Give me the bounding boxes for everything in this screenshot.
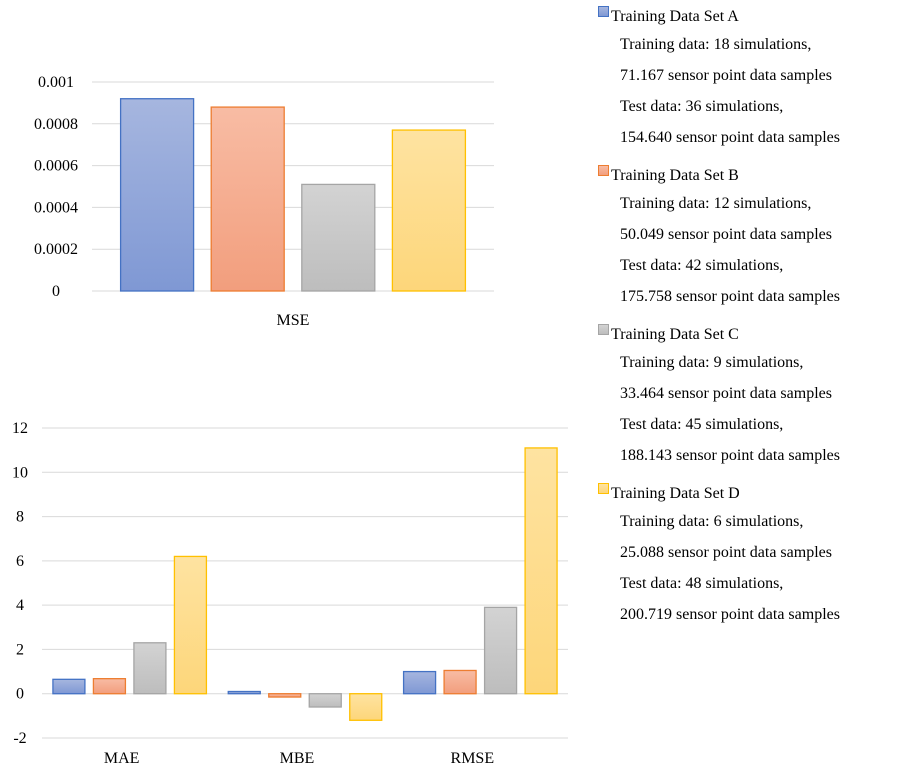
legend-detail-line: Test data: 36 simulations,: [620, 98, 784, 115]
y-tick-label: 0: [52, 283, 60, 300]
y-tick-label: 8: [16, 509, 24, 526]
legend-detail-line: 25.088 sensor point data samples: [620, 544, 832, 561]
legend-detail-line: Test data: 48 simulations,: [620, 575, 784, 592]
legend-detail-line: 188.143 sensor point data samples: [620, 447, 840, 464]
bar-mse-set-b: [210, 106, 285, 292]
bar-mae-set-d: [173, 555, 208, 695]
legend-entry-b: Training Data Set B Training data: 12 sim…: [598, 163, 898, 312]
bar-mae-set-c: [133, 642, 167, 695]
legend-title-text: Training Data Set D: [611, 485, 740, 502]
y-tick-label: 0.0008: [34, 116, 78, 133]
legend-detail-line: Test data: 42 simulations,: [620, 257, 784, 274]
x-category-label: MBE: [280, 750, 315, 767]
y-tick-label: -2: [13, 730, 26, 747]
legend-swatch: [598, 165, 609, 176]
legend-entry-title: Training Data Set B: [598, 163, 898, 188]
y-tick-label: 0: [16, 686, 24, 703]
legend-entry-a: Training Data Set A Training data: 18 sim…: [598, 4, 898, 153]
legend-entry-title: Training Data Set A: [598, 4, 898, 29]
bar-mbe-set-c: [308, 693, 342, 708]
bar-mae-set-a: [52, 678, 86, 695]
y-tick-label: 0.0002: [34, 241, 78, 258]
legend-title-text: Training Data Set A: [611, 8, 739, 25]
y-tick-label: 0.0006: [34, 158, 78, 175]
legend-entry-d: Training Data Set D Training data: 6 simu…: [598, 481, 898, 630]
bar-mse-set-a: [119, 98, 195, 292]
bar-mae-set-b: [92, 678, 127, 695]
legend-title-text: Training Data Set C: [611, 326, 739, 343]
bar-rmse-set-c: [483, 606, 518, 695]
legend-detail-line: 71.167 sensor point data samples: [620, 67, 832, 84]
legend-detail-line: 50.049 sensor point data samples: [620, 226, 832, 243]
legend-title-text: Training Data Set B: [611, 167, 739, 184]
legend-detail-line: Training data: 6 simulations,: [620, 513, 804, 530]
legend-detail-line: 175.758 sensor point data samples: [620, 288, 840, 305]
bar-rmse-set-d: [524, 447, 558, 695]
legend-detail-line: 33.464 sensor point data samples: [620, 385, 832, 402]
y-tick-label: 2: [16, 641, 24, 658]
legend: Training Data Set A Training data: 18 sim…: [598, 4, 898, 640]
y-tick-label: 10: [12, 464, 28, 481]
legend-swatch: [598, 324, 609, 335]
legend-entry-c: Training Data Set C Training data: 9 simu…: [598, 322, 898, 471]
legend-swatch: [598, 6, 609, 17]
error-metrics-chart: -2 0 2 4 6 8 10 12 MAE MBE RMSE: [12, 420, 568, 767]
legend-detail-line: Training data: 12 simulations,: [620, 195, 812, 212]
y-tick-label: 4: [16, 597, 24, 614]
x-category-label: MSE: [277, 312, 310, 329]
legend-detail-line: Training data: 9 simulations,: [620, 354, 804, 371]
bar-mbe-set-d: [349, 693, 383, 721]
bar-mbe-set-b: [268, 693, 302, 698]
legend-entry-title: Training Data Set C: [598, 322, 898, 347]
bar-mse-set-c: [301, 183, 376, 292]
x-category-label: RMSE: [451, 750, 495, 767]
bar-mse-set-d: [391, 129, 467, 292]
bar-mbe-set-a: [227, 690, 261, 695]
mse-chart: 0 0.0002 0.0004 0.0006 0.0008 0.001 MSE: [34, 74, 494, 329]
y-tick-label: 6: [16, 553, 24, 570]
y-tick-label: 0.0004: [34, 199, 78, 216]
legend-detail-line: 200.719 sensor point data samples: [620, 606, 840, 623]
bar-rmse-set-a: [402, 670, 437, 695]
y-tick-label: 0.001: [38, 74, 74, 91]
x-category-label: MAE: [104, 750, 140, 767]
bar-rmse-set-b: [443, 669, 477, 695]
legend-swatch: [598, 483, 609, 494]
legend-detail-line: 154.640 sensor point data samples: [620, 129, 840, 146]
legend-detail-line: Training data: 18 simulations,: [620, 36, 812, 53]
legend-entry-title: Training Data Set D: [598, 481, 898, 506]
y-tick-label: 12: [12, 420, 28, 437]
legend-detail-line: Test data: 45 simulations,: [620, 416, 784, 433]
